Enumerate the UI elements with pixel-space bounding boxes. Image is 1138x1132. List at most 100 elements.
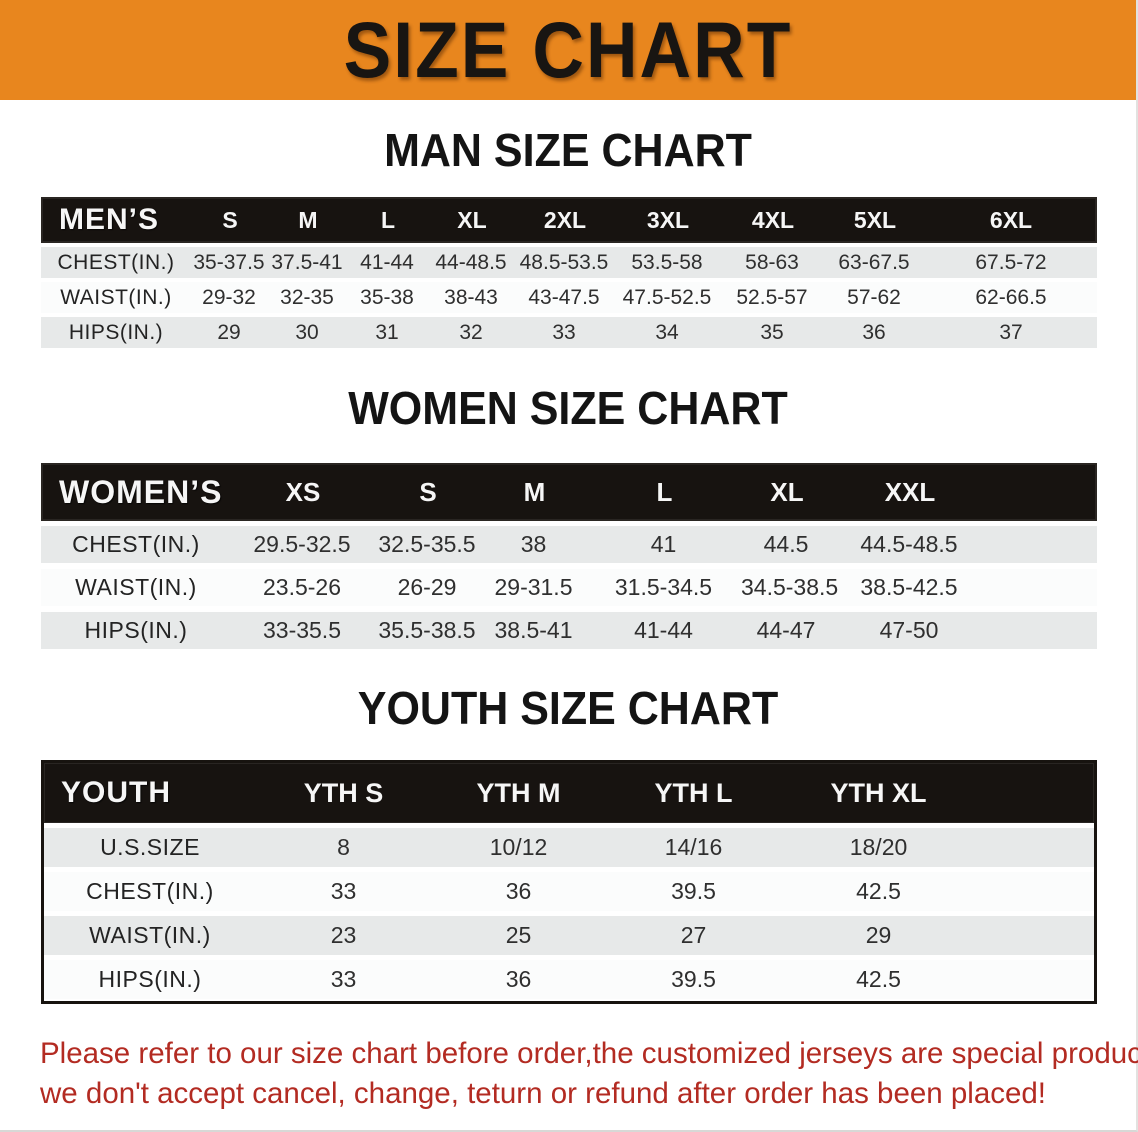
men-table-header-row: MEN’S S M L XL 2XL 3XL 4XL 5XL 6XL bbox=[41, 197, 1097, 243]
size-value-cell: 42.5 bbox=[856, 966, 901, 992]
size-value-cell: 53.5-58 bbox=[631, 250, 703, 274]
size-value-cell: 33 bbox=[552, 320, 576, 344]
disclaimer-line-1: Please refer to our size chart before or… bbox=[40, 1037, 1138, 1070]
size-header-cell: XS bbox=[285, 476, 321, 507]
size-value-cell: 33 bbox=[330, 878, 357, 904]
size-value-cell: 36 bbox=[505, 966, 532, 992]
women-section-heading: WOMEN SIZE CHART bbox=[348, 383, 788, 435]
size-value-cell: 33 bbox=[330, 966, 357, 992]
size-value-cell: 10/12 bbox=[489, 834, 548, 860]
size-value-cell: 34.5-38.5 bbox=[741, 574, 839, 600]
size-header-cell: L bbox=[656, 476, 673, 507]
youth-table-header-row: YOUTH YTH S YTH M YTH L YTH XL bbox=[44, 763, 1094, 823]
disclaimer-text: Please refer to our size chart before or… bbox=[40, 1034, 1138, 1115]
size-value-cell: 35-37.5 bbox=[193, 250, 265, 274]
size-value-cell: 37 bbox=[999, 320, 1023, 344]
size-header-cell: 6XL bbox=[989, 206, 1033, 233]
row-label: HIPS(IN.) bbox=[84, 617, 188, 643]
size-value-cell: 47.5-52.5 bbox=[622, 285, 712, 309]
size-value-cell: 14/16 bbox=[664, 834, 723, 860]
size-value-cell: 52.5-57 bbox=[736, 285, 808, 309]
youth-hips-row: HIPS(IN.) 33 36 39.5 42.5 bbox=[44, 960, 1094, 999]
size-value-cell: 57-62 bbox=[847, 285, 901, 309]
size-value-cell: 47-50 bbox=[879, 617, 939, 643]
youth-chest-row: CHEST(IN.) 33 36 39.5 42.5 bbox=[44, 872, 1094, 911]
size-value-cell: 41-44 bbox=[360, 250, 414, 274]
size-header-cell: M bbox=[298, 206, 318, 233]
size-value-cell: 39.5 bbox=[671, 966, 716, 992]
size-value-cell: 48.5-53.5 bbox=[519, 250, 609, 274]
men-hips-row: HIPS(IN.) 29 30 31 32 33 34 35 36 37 bbox=[41, 317, 1097, 348]
size-header-cell: L bbox=[380, 206, 396, 233]
size-value-cell: 35 bbox=[760, 320, 784, 344]
youth-ussize-row: U.S.SIZE 8 10/12 14/16 18/20 bbox=[44, 828, 1094, 867]
size-chart-banner: SIZE CHART bbox=[0, 0, 1136, 100]
size-value-cell: 29 bbox=[865, 922, 892, 948]
row-label: HIPS(IN.) bbox=[68, 320, 164, 344]
women-table-header-row: WOMEN’S XS S M L XL XXL bbox=[41, 463, 1097, 521]
size-value-cell: 41-44 bbox=[634, 617, 693, 643]
row-label: CHEST(IN.) bbox=[72, 531, 200, 557]
size-value-cell: 36 bbox=[505, 878, 532, 904]
size-header-cell: 4XL bbox=[751, 206, 795, 233]
size-value-cell: 44-47 bbox=[756, 617, 816, 643]
size-value-cell: 32-35 bbox=[280, 285, 334, 309]
size-value-cell: 32 bbox=[459, 320, 483, 344]
size-value-cell: 39.5 bbox=[671, 878, 716, 904]
size-value-cell: 23.5-26 bbox=[262, 574, 341, 600]
men-size-table: MEN’S S M L XL 2XL 3XL 4XL 5XL 6XL CHEST… bbox=[41, 197, 1097, 348]
women-chest-row: CHEST(IN.) 29.5-32.5 32.5-35.5 38 41 44.… bbox=[41, 526, 1097, 563]
size-value-cell: 31.5-34.5 bbox=[614, 574, 713, 600]
size-header-cell: S bbox=[419, 476, 437, 507]
size-value-cell: 44-48.5 bbox=[435, 250, 507, 274]
women-waist-row: WAIST(IN.) 23.5-26 26-29 29-31.5 31.5-34… bbox=[41, 569, 1097, 606]
size-value-cell: 42.5 bbox=[856, 878, 901, 904]
size-value-cell: 26-29 bbox=[397, 574, 457, 600]
size-value-cell: 41 bbox=[650, 531, 677, 557]
youth-section-heading: YOUTH SIZE CHART bbox=[357, 683, 779, 735]
size-value-cell: 37.5-41 bbox=[271, 250, 343, 274]
size-header-cell: YTH XL bbox=[830, 777, 927, 808]
row-label: HIPS(IN.) bbox=[98, 966, 202, 992]
size-value-cell: 25 bbox=[505, 922, 532, 948]
size-value-cell: 23 bbox=[330, 922, 357, 948]
size-header-cell: 2XL bbox=[543, 206, 587, 233]
women-size-table: WOMEN’S XS S M L XL XXL CHEST(IN.) 29.5-… bbox=[41, 463, 1097, 649]
size-value-cell: 29.5-32.5 bbox=[253, 531, 351, 557]
men-table-corner-label: MEN’S bbox=[59, 203, 160, 236]
size-header-cell: YTH S bbox=[303, 777, 384, 808]
row-label: WAIST(IN.) bbox=[60, 285, 172, 309]
size-value-cell: 35.5-38.5 bbox=[378, 617, 476, 643]
youth-table-corner-label: YOUTH bbox=[61, 776, 171, 809]
size-value-cell: 43-47.5 bbox=[528, 285, 600, 309]
size-value-cell: 35-38 bbox=[360, 285, 414, 309]
size-header-cell: M bbox=[523, 476, 546, 507]
size-value-cell: 38.5-42.5 bbox=[860, 574, 958, 600]
size-value-cell: 18/20 bbox=[849, 834, 908, 860]
men-section-heading: MAN SIZE CHART bbox=[384, 125, 752, 177]
size-value-cell: 33-35.5 bbox=[262, 617, 341, 643]
size-header-cell: 5XL bbox=[853, 206, 897, 233]
size-value-cell: 67.5-72 bbox=[975, 250, 1047, 274]
size-header-cell: XXL bbox=[884, 476, 936, 507]
size-value-cell: 58-63 bbox=[745, 250, 799, 274]
size-value-cell: 29 bbox=[217, 320, 241, 344]
row-label: U.S.SIZE bbox=[100, 834, 200, 860]
disclaimer-line-2: we don't accept cancel, change, teturn o… bbox=[40, 1077, 1046, 1111]
row-label: WAIST(IN.) bbox=[75, 574, 197, 600]
size-value-cell: 36 bbox=[862, 320, 886, 344]
row-label: CHEST(IN.) bbox=[57, 250, 175, 274]
size-value-cell: 38-43 bbox=[444, 285, 498, 309]
size-value-cell: 29-32 bbox=[202, 285, 256, 309]
men-chest-row: CHEST(IN.) 35-37.5 37.5-41 41-44 44-48.5… bbox=[41, 247, 1097, 278]
size-value-cell: 27 bbox=[680, 922, 707, 948]
banner-title: SIZE CHART bbox=[343, 6, 793, 94]
size-header-cell: YTH L bbox=[654, 777, 733, 808]
size-value-cell: 8 bbox=[337, 834, 350, 860]
size-value-cell: 44.5 bbox=[763, 531, 809, 557]
row-label: CHEST(IN.) bbox=[86, 878, 214, 904]
youth-waist-row: WAIST(IN.) 23 25 27 29 bbox=[44, 916, 1094, 955]
size-value-cell: 31 bbox=[375, 320, 399, 344]
size-value-cell: 30 bbox=[295, 320, 319, 344]
size-value-cell: 34 bbox=[655, 320, 679, 344]
